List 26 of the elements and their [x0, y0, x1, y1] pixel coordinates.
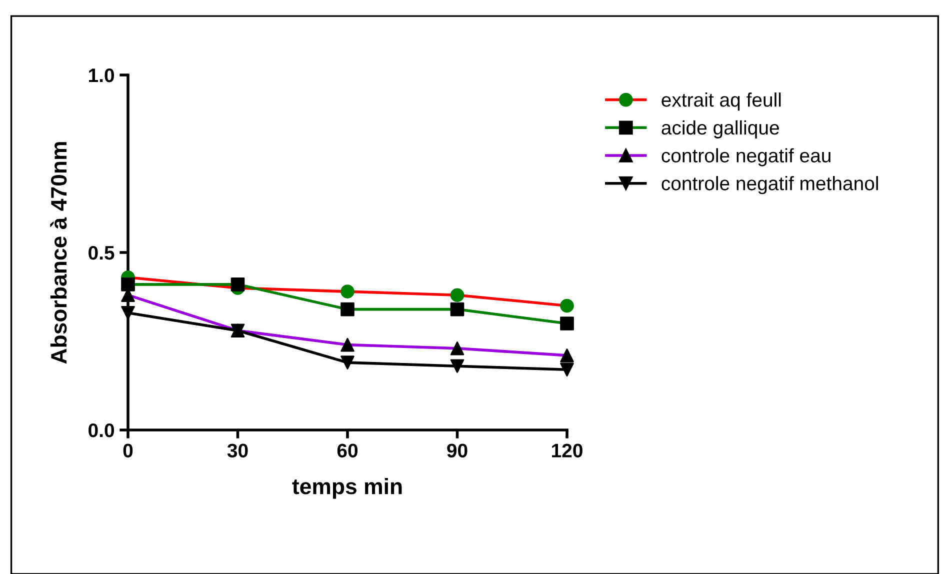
y-axis-title: Absorbance à 470nm — [50, 142, 67, 364]
point — [560, 316, 574, 330]
x-tick-label: 60 — [337, 444, 358, 458]
x-tick-label: 90 — [447, 444, 468, 458]
point — [560, 348, 574, 362]
point — [340, 338, 354, 352]
legend-label: extrait aq feull — [662, 92, 781, 111]
legend-label: acide gallique — [662, 120, 779, 138]
point — [450, 341, 464, 356]
point — [230, 278, 245, 292]
point — [121, 306, 135, 320]
point — [560, 362, 574, 377]
point — [340, 302, 354, 316]
x-tick-label: 30 — [227, 444, 248, 458]
x-tick-label: 120 — [552, 444, 582, 458]
point — [121, 278, 135, 292]
x-tick-label: 0 — [123, 444, 133, 458]
legend-label: controle negatif methanol — [662, 176, 878, 194]
point — [340, 356, 354, 370]
y-tick-label: 0.0 — [88, 423, 114, 438]
point — [450, 302, 464, 316]
point — [450, 359, 464, 374]
legend-label: controle negatif eau — [662, 148, 830, 166]
x-axis-title: temps min — [292, 478, 402, 499]
y-tick-label: 1.0 — [89, 68, 114, 82]
y-tick-label: 0.5 — [88, 246, 114, 260]
